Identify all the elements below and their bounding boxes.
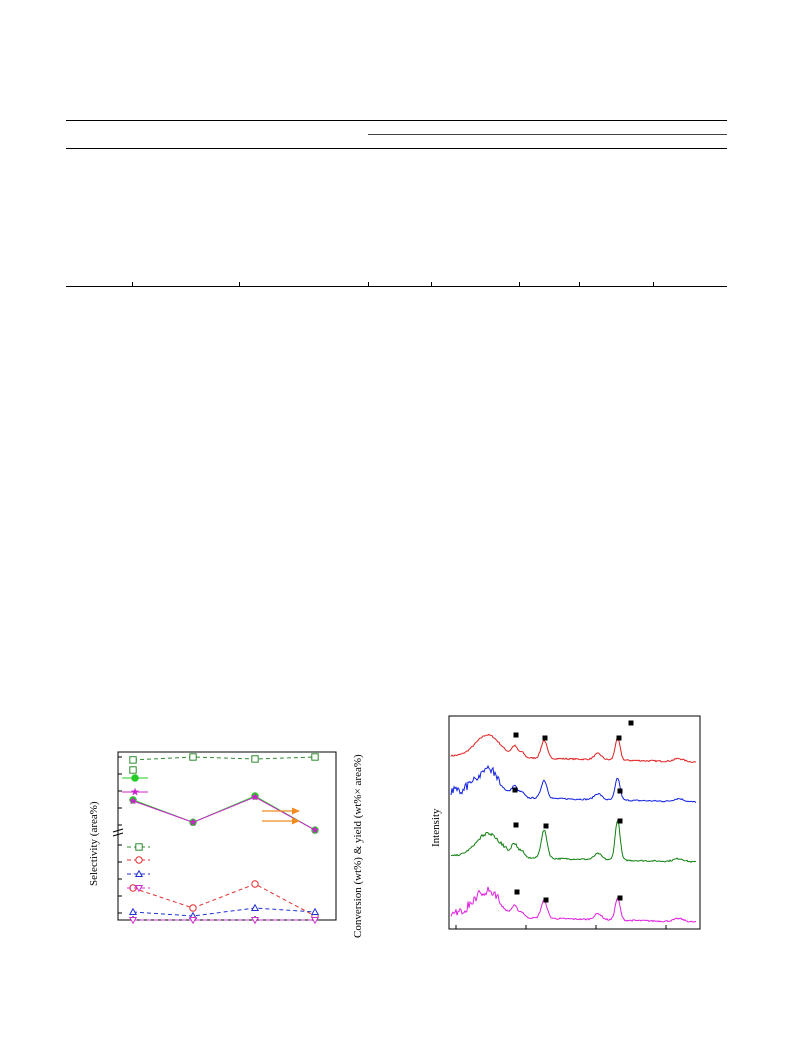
data-point: [188, 916, 198, 925]
spectrum-line-1: [450, 764, 697, 803]
data-point: [251, 755, 259, 763]
legend-marker: [135, 856, 143, 864]
axis-break: [112, 828, 124, 837]
series-layer: [128, 753, 320, 925]
table-column-tick: [519, 282, 520, 287]
spectra-x-ticks: [455, 925, 667, 929]
peak-marker: [628, 720, 634, 726]
peak-marker: [616, 735, 622, 741]
peak-marker: [543, 897, 549, 903]
peak-marker: [617, 895, 623, 901]
data-point: [129, 756, 137, 764]
legend-marker: [129, 766, 137, 774]
data-point: [310, 916, 320, 925]
legend-layer: [122, 766, 150, 893]
series-line-3: [132, 883, 316, 917]
spectrum-line-2: [450, 819, 697, 864]
legend-marker: [134, 869, 144, 878]
table-column-tick: [132, 282, 133, 287]
data-point: [189, 753, 197, 761]
legend-marker: [131, 774, 139, 782]
series-line-2: [132, 796, 316, 831]
series-line-4: [132, 907, 316, 917]
table-top-rule: [66, 120, 727, 121]
data-point: [188, 817, 198, 827]
table-header-bottom-rule: [66, 148, 727, 149]
peak-marker: [543, 823, 549, 829]
spectra-layer: [450, 720, 697, 923]
table-bottom-rule: [66, 286, 727, 287]
data-point: [251, 880, 259, 888]
peak-marker: [514, 889, 520, 895]
spectrum-line-3: [450, 886, 697, 923]
data-point: [310, 907, 320, 916]
series-line-0: [132, 756, 316, 761]
data-point: [128, 796, 138, 805]
data-point: [128, 916, 138, 925]
peak-marker: [542, 735, 548, 741]
peak-marker: [617, 818, 623, 824]
spectrum-line-0: [450, 733, 697, 764]
table-column-tick: [431, 282, 432, 287]
arrow-icon: [262, 807, 300, 815]
data-point: [250, 792, 260, 801]
peak-marker: [512, 787, 518, 793]
data-point: [189, 904, 197, 912]
data-point: [310, 825, 320, 834]
legend-marker: [134, 884, 144, 893]
data-point: [311, 753, 319, 761]
legend-marker: [135, 843, 143, 851]
data-point: [128, 907, 138, 916]
data-point: [250, 903, 260, 912]
peak-marker: [513, 822, 519, 828]
legend-marker: [130, 787, 140, 796]
peak-marker: [513, 732, 519, 738]
peak-marker: [617, 788, 623, 794]
table-column-tick: [239, 282, 240, 287]
y-axis-ticks: [118, 756, 122, 914]
table-column-tick: [368, 282, 369, 287]
table-column-tick: [653, 282, 654, 287]
spectra-frame: [448, 715, 701, 930]
arrow-icon: [262, 817, 300, 825]
table-subheader-rule: [368, 134, 727, 135]
data-point: [250, 916, 260, 925]
table-column-tick: [579, 282, 580, 287]
